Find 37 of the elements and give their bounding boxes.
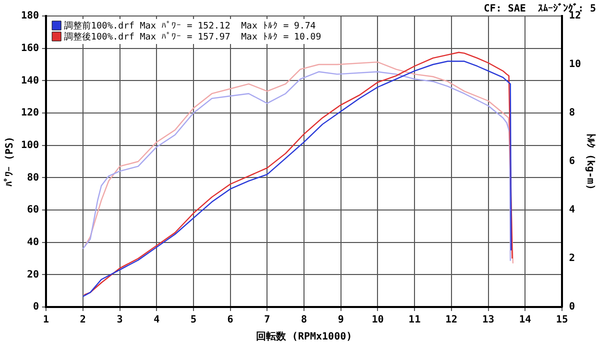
y2-tick-label: 0	[568, 302, 575, 313]
y-tick-label: 80	[27, 172, 40, 184]
x-tick-label: 6	[227, 314, 234, 326]
x-tick-label: 8	[300, 314, 308, 326]
x-tick-label: 14	[519, 314, 532, 326]
y-tick-label: 100	[21, 140, 40, 151]
legend-label: 調整後100%.drf Max ﾊﾟﾜｰ = 157.97 Max ﾄﾙｸ = 10.09	[64, 31, 322, 42]
y-tick-label: 140	[21, 75, 40, 86]
x-tick-label: 12	[445, 314, 458, 326]
x-tick-label: 11	[408, 314, 421, 326]
x-tick-label: 10	[372, 314, 384, 326]
x-tick-label: 3	[116, 314, 123, 326]
y-tick-label: 160	[21, 42, 40, 54]
y2-tick-label: 10	[568, 59, 582, 70]
y2-tick-label: 6	[568, 156, 575, 168]
x-tick-label: 7	[264, 314, 270, 326]
x-tick-label: 15	[556, 314, 568, 326]
y2-axis-title: ﾄﾙｸ (kg-m)	[584, 132, 596, 190]
y2-tick-label: 8	[568, 108, 575, 119]
x-tick-label: 9	[338, 314, 344, 326]
y2-tick-label: 12	[568, 10, 582, 22]
y-tick-label: 120	[21, 108, 40, 119]
x-tick-label: 4	[154, 314, 160, 326]
x-tick-label: 2	[80, 314, 86, 326]
x-tick-label: 5	[190, 314, 196, 326]
x-tick-label: 13	[482, 314, 494, 326]
y2-tick-label: 2	[568, 253, 575, 264]
y-tick-label: 0	[33, 302, 40, 313]
y-axis-title: ﾊﾟﾜｰ (PS)	[4, 136, 16, 187]
y-tick-label: 40	[27, 236, 40, 248]
y-tick-label: 20	[27, 269, 40, 280]
x-tick-label: 1	[43, 314, 50, 326]
y-tick-label: 180	[21, 10, 40, 22]
x-axis-title: 回転数 (RPMx1000)	[256, 330, 352, 343]
legend-label: 調整前100%.drf Max ﾊﾟﾜｰ = 152.12 Max ﾄﾙｸ = 9.74	[64, 20, 316, 32]
y2-tick-label: 4	[568, 204, 575, 216]
y-tick-label: 60	[27, 204, 40, 216]
